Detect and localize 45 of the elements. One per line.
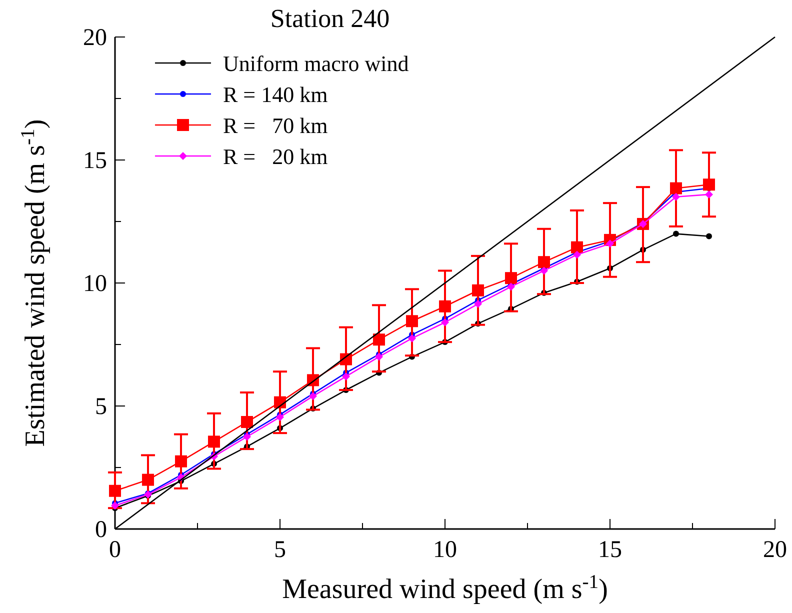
point	[243, 432, 251, 441]
point	[309, 392, 317, 400]
legend-label: R = 140 km	[223, 82, 328, 107]
point	[540, 266, 548, 275]
point	[703, 178, 715, 191]
y-tick-label: 15	[83, 148, 107, 174]
legend-label: Uniform macro wind	[223, 51, 409, 76]
point	[408, 334, 416, 342]
point	[276, 413, 284, 422]
y-tick-label: 20	[83, 25, 107, 51]
legend-label: R = 70 km	[223, 113, 328, 138]
point	[406, 315, 418, 328]
point	[474, 300, 482, 308]
point	[670, 182, 682, 194]
point	[673, 230, 679, 237]
point	[109, 484, 121, 497]
point	[472, 284, 484, 296]
y-tick-label: 5	[95, 394, 107, 420]
point	[507, 282, 515, 291]
point	[672, 192, 680, 201]
point	[571, 241, 583, 254]
y-tick-label: 0	[95, 517, 107, 543]
point	[706, 233, 712, 240]
point	[538, 256, 550, 268]
x-axis-title: Measured wind speed (m s$^{-1}$)	[282, 572, 608, 605]
x-tick-label: 5	[274, 537, 286, 563]
point	[241, 416, 253, 428]
point	[705, 190, 713, 198]
point	[573, 250, 581, 259]
x-tick-label: 20	[763, 537, 787, 563]
point	[142, 474, 154, 486]
point	[375, 352, 383, 361]
point	[342, 372, 350, 380]
point	[208, 436, 220, 448]
point	[441, 318, 449, 326]
legend-label: R = 20 km	[223, 144, 328, 169]
chart-title: Station 240	[270, 4, 390, 33]
point	[111, 502, 119, 510]
point	[373, 334, 385, 346]
y-tick-label: 10	[83, 271, 107, 297]
x-tick-label: 10	[433, 537, 457, 563]
point	[505, 272, 517, 284]
point	[175, 455, 187, 468]
x-tick-label: 15	[598, 537, 622, 563]
point	[439, 300, 451, 312]
